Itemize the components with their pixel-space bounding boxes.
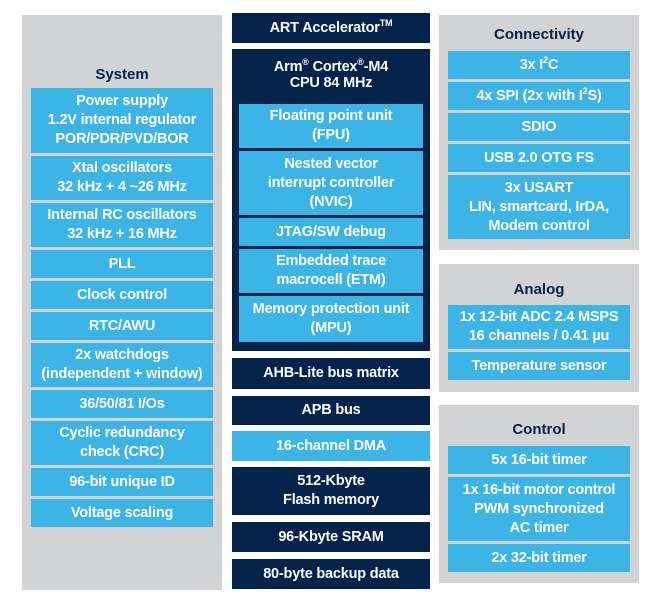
cpu-fpu: Floating point unit (FPU): [239, 104, 423, 148]
control-title: Control: [512, 421, 566, 438]
connectivity-sdio: SDIO: [448, 113, 630, 141]
connectivity-usb: USB 2.0 OTG FS: [448, 144, 630, 172]
analog-adc: 1x 12-bit ADC 2.4 MSPS 16 channels / 0.4…: [448, 305, 630, 349]
system-pll: PLL: [31, 250, 213, 278]
system-watchdogs: 2x watchdogs (independent + window): [31, 343, 213, 387]
system-crc: Cyclic redundancy check (CRC): [31, 421, 213, 465]
cpu-mpu: Memory protection unit (MPU): [239, 296, 423, 342]
system-power-supply: Power supply 1.2V internal regulator POR…: [31, 88, 213, 153]
control-16bit-timer: 5x 16-bit timer: [448, 446, 630, 474]
backup-data: 80-byte backup data: [232, 559, 430, 589]
control-32bit-timer: 2x 32-bit timer: [448, 544, 630, 572]
apb-bus: APB bus: [232, 396, 430, 425]
connectivity-i2c: 3x I2C: [448, 51, 630, 79]
system-rtc-awu: RTC/AWU: [31, 312, 213, 340]
cpu-nvic: Nested vector interrupt controller (NVIC…: [239, 151, 423, 215]
connectivity-title: Connectivity: [493, 26, 584, 43]
flash-memory: 512-Kbyte Flash memory: [232, 467, 430, 515]
sram: 96-Kbyte SRAM: [232, 522, 430, 552]
analog-title: Analog: [513, 281, 565, 298]
cpu-jtag: JTAG/SW debug: [239, 218, 423, 246]
system-ios: 36/50/81 I/Os: [31, 390, 213, 418]
system-clock-control: Clock control: [31, 281, 213, 309]
ahb-bus-matrix: AHB-Lite bus matrix: [232, 358, 430, 389]
cpu-etm: Embedded trace macrocell (ETM): [239, 249, 423, 293]
connectivity-spi: 4x SPI (2x with I2S): [448, 82, 630, 110]
connectivity-usart: 3x USART LIN, smartcard, IrDA, Modem con…: [448, 175, 630, 239]
cpu-speed: CPU 84 MHz: [289, 74, 373, 91]
art-accelerator: ART AcceleratorTM: [232, 13, 430, 43]
dma: 16-channel DMA: [232, 431, 430, 461]
system-title: System: [95, 66, 149, 83]
system-xtal-oscillators: Xtal oscillators 32 kHz + 4 ~26 MHz: [31, 156, 213, 200]
analog-temperature-sensor: Temperature sensor: [448, 352, 630, 380]
control-motor-control-timer: 1x 16-bit motor control PWM synchronized…: [448, 477, 630, 541]
cpu-title: Arm® Cortex®-M4 CPU 84 MHz: [273, 56, 389, 91]
system-unique-id: 96-bit unique ID: [31, 468, 213, 496]
system-rc-oscillators: Internal RC oscillators 32 kHz + 16 MHz: [31, 203, 213, 247]
system-voltage-scaling: Voltage scaling: [31, 499, 213, 527]
